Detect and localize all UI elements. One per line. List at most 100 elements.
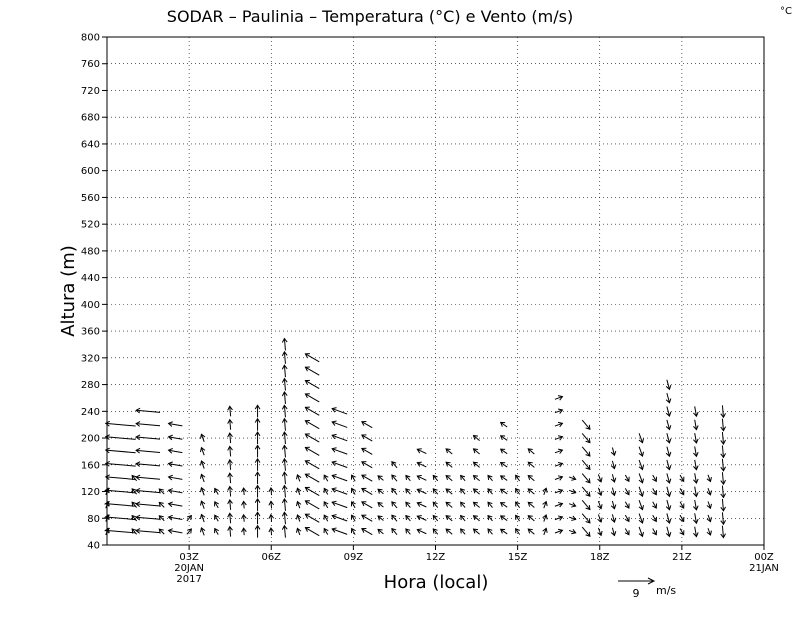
- wind-vector-shaft: [296, 528, 301, 536]
- wind-vector: [610, 460, 617, 470]
- y-tick-label: 800: [81, 33, 100, 44]
- wind-vector-head: [304, 460, 310, 466]
- wind-vector: [361, 461, 373, 469]
- wind-vector-shaft: [377, 475, 384, 481]
- wind-vector-head: [323, 474, 329, 480]
- wind-vector: [487, 474, 493, 482]
- wind-vector-head: [472, 461, 479, 467]
- wind-vector: [167, 448, 183, 454]
- wind-vector-head: [304, 446, 310, 452]
- wind-vector: [706, 501, 712, 510]
- wind-vector-shaft: [305, 473, 320, 483]
- wind-vector-head: [405, 528, 411, 534]
- wind-vector-head: [135, 461, 141, 467]
- wind-vector-head: [241, 527, 247, 533]
- wind-vector-shaft: [554, 516, 563, 521]
- wind-vector-shaft: [652, 488, 657, 495]
- wind-vector-shaft: [707, 514, 711, 522]
- wind-vector-shaft: [283, 432, 286, 445]
- wind-vector: [199, 473, 206, 483]
- y-tick-label: 360: [81, 327, 100, 338]
- wind-vector-head: [460, 528, 466, 534]
- wind-vector-shaft: [377, 488, 384, 495]
- wind-vector-head: [665, 425, 672, 431]
- wind-vector-head: [557, 395, 564, 401]
- wind-vector-shaft: [105, 436, 136, 440]
- wind-vector-shaft: [305, 500, 320, 510]
- wind-vector-shaft: [305, 527, 320, 537]
- wind-vector: [472, 474, 480, 482]
- wind-vector-head: [361, 447, 367, 453]
- wind-vector-shaft: [638, 486, 643, 497]
- wind-vector-head: [527, 501, 533, 507]
- wind-vector-shaft: [445, 515, 453, 522]
- wind-vector-shaft: [270, 514, 273, 522]
- wind-vector: [706, 474, 712, 483]
- wind-vector-shaft: [460, 475, 466, 482]
- wind-vector: [135, 447, 161, 454]
- wind-vector: [554, 448, 564, 454]
- wind-vector: [281, 377, 288, 391]
- wind-vector: [693, 446, 699, 458]
- wind-vector-shaft: [445, 475, 453, 482]
- wind-vector-head: [361, 474, 367, 480]
- wind-vector-head: [499, 528, 506, 534]
- wind-vector-shaft: [243, 487, 245, 496]
- wind-vector-head: [227, 472, 233, 478]
- wind-vector-shaft: [638, 433, 643, 443]
- wind-vector-shaft: [445, 501, 453, 508]
- wind-vector-shaft: [581, 526, 591, 537]
- wind-vector: [638, 473, 644, 484]
- wind-vector-head: [304, 433, 310, 439]
- wind-vector: [597, 514, 603, 523]
- wind-vector-shaft: [694, 486, 697, 497]
- wind-vector-head: [432, 474, 438, 481]
- wind-vector-head: [104, 527, 110, 534]
- wind-vector-head: [167, 488, 173, 494]
- wind-vector-head: [304, 419, 310, 425]
- wind-vector-shaft: [638, 459, 643, 470]
- wind-vector: [295, 487, 302, 495]
- wind-vector: [331, 500, 348, 509]
- wind-vector-head: [323, 527, 329, 534]
- wind-vector-shaft: [351, 528, 356, 535]
- wind-vector-shaft: [721, 498, 724, 511]
- wind-vector: [241, 487, 247, 496]
- wind-vector-head: [499, 421, 506, 427]
- wind-vector-head: [638, 518, 644, 524]
- wind-vector-shaft: [611, 474, 615, 483]
- wind-vector-head: [557, 461, 564, 468]
- wind-vector: [416, 448, 427, 454]
- wind-vector: [597, 474, 603, 483]
- wind-vector-head: [652, 503, 657, 509]
- wind-vector-shaft: [296, 514, 301, 522]
- wind-vector: [304, 473, 320, 483]
- wind-vector-head: [416, 515, 422, 521]
- wind-vector-shaft: [473, 461, 480, 468]
- wind-vector-head: [304, 486, 310, 492]
- wind-vector-head: [361, 514, 367, 520]
- wind-vector-head: [720, 426, 726, 432]
- wind-vector: [304, 486, 320, 496]
- wind-vector: [581, 499, 591, 511]
- wind-vector-head: [515, 487, 520, 494]
- wind-vector-head: [281, 364, 288, 370]
- wind-vector-shaft: [214, 528, 219, 535]
- wind-vector: [254, 497, 261, 511]
- wind-vector-shaft: [214, 501, 219, 509]
- wind-vector: [679, 474, 685, 483]
- wind-vector: [135, 461, 161, 467]
- wind-vector-shaft: [473, 448, 480, 455]
- wind-vector: [254, 524, 261, 538]
- wind-vector: [295, 527, 302, 536]
- wind-vector-shaft: [214, 514, 219, 522]
- wind-vector-head: [665, 411, 672, 418]
- wind-vector: [104, 527, 136, 534]
- wind-vector: [131, 528, 138, 535]
- wind-vector-head: [585, 518, 591, 524]
- wind-vector-shaft: [721, 405, 724, 418]
- wind-vector: [432, 488, 439, 495]
- wind-vector: [241, 513, 247, 522]
- wind-vector: [361, 514, 373, 522]
- wind-vector: [568, 515, 577, 521]
